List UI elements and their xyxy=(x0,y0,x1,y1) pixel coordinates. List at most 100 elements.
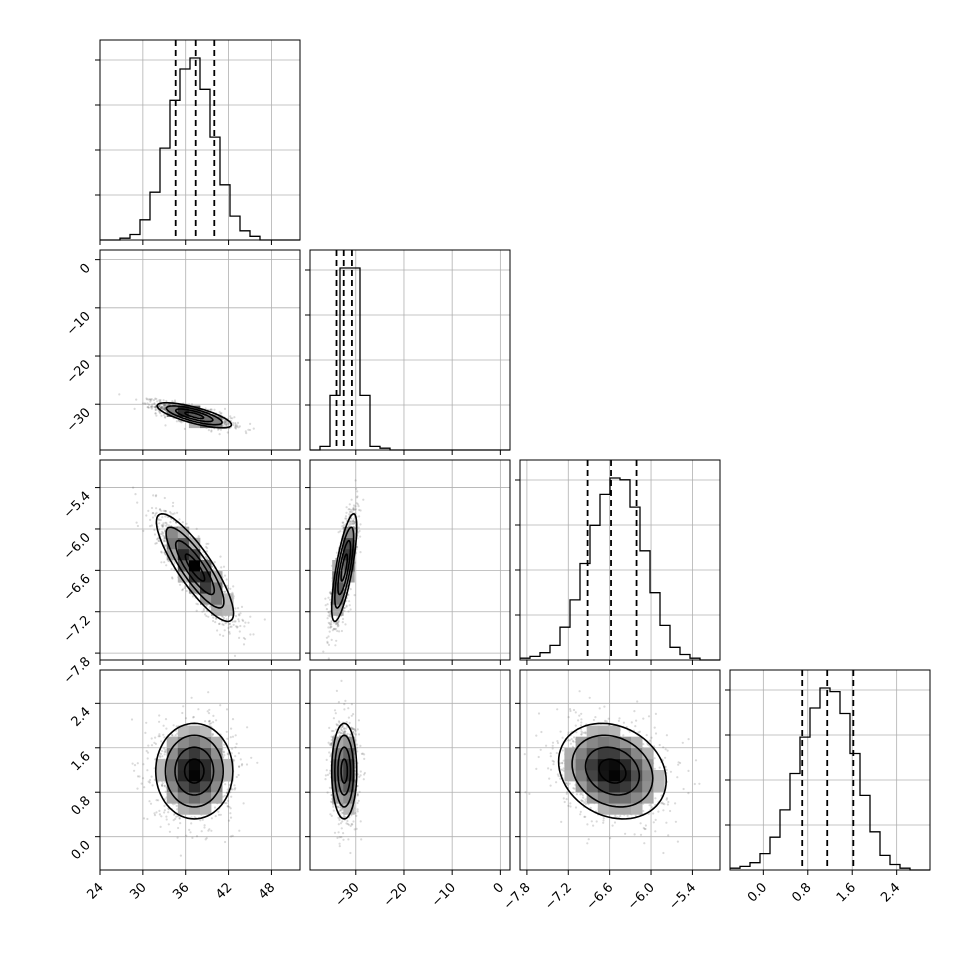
sample-point xyxy=(163,406,167,409)
sample-point xyxy=(148,398,151,401)
sample-point xyxy=(185,834,188,837)
sample-point xyxy=(154,406,157,409)
sample-point xyxy=(362,498,365,501)
sample-point xyxy=(238,630,241,633)
sample-point xyxy=(160,414,163,417)
sample-point xyxy=(237,613,240,616)
sample-point xyxy=(153,405,156,409)
sample-point xyxy=(226,788,229,791)
sample-point xyxy=(181,711,184,715)
sample-point xyxy=(169,403,172,406)
sample-point xyxy=(232,421,235,425)
sample-point xyxy=(147,406,150,409)
sample-point xyxy=(347,610,350,613)
sample-point xyxy=(207,615,210,618)
sample-point xyxy=(142,529,145,533)
sample-point xyxy=(157,735,160,738)
sample-point xyxy=(327,596,330,599)
sample-point xyxy=(163,561,166,564)
sample-point xyxy=(181,588,184,591)
sample-point xyxy=(234,423,237,426)
sample-point xyxy=(325,608,328,611)
sample-point xyxy=(147,780,150,783)
sample-point xyxy=(212,714,215,718)
sample-point xyxy=(232,585,235,588)
sample-point xyxy=(156,400,159,403)
sample-point xyxy=(160,407,164,410)
sample-point xyxy=(223,754,226,757)
panel-p4-p4 xyxy=(725,670,930,870)
sample-point xyxy=(164,521,167,524)
sample-point xyxy=(239,758,242,761)
sample-point xyxy=(149,400,152,403)
sample-point xyxy=(238,425,241,428)
sample-point xyxy=(338,630,341,633)
density-cell xyxy=(177,526,190,539)
sample-point xyxy=(235,425,239,428)
sample-point xyxy=(344,515,348,518)
sample-point xyxy=(227,819,231,822)
sample-point xyxy=(149,399,152,402)
sample-point xyxy=(160,407,163,410)
sample-point xyxy=(345,604,348,607)
sample-point xyxy=(154,736,157,739)
sample-point xyxy=(343,606,346,610)
sample-point xyxy=(190,403,194,406)
sample-point xyxy=(172,819,175,822)
sample-point xyxy=(349,608,352,611)
sample-point xyxy=(335,551,338,554)
sample-point xyxy=(163,404,167,407)
sample-point xyxy=(234,424,237,427)
sample-point xyxy=(197,535,200,538)
sample-point xyxy=(239,624,242,628)
sample-point xyxy=(212,619,215,623)
sample-point xyxy=(159,406,163,409)
sample-point xyxy=(225,618,228,621)
sample-point xyxy=(163,809,166,812)
sample-point xyxy=(344,623,347,626)
sample-point xyxy=(164,718,168,721)
sample-point xyxy=(348,604,351,607)
sample-point xyxy=(223,422,226,425)
sample-point xyxy=(153,402,156,405)
scatter-p1-p3 xyxy=(132,486,266,658)
sample-point xyxy=(159,533,162,536)
sample-point xyxy=(160,551,163,554)
sample-point xyxy=(149,406,152,409)
sample-point xyxy=(172,501,175,504)
sample-point xyxy=(165,818,168,821)
sample-point xyxy=(348,600,351,603)
sample-point xyxy=(134,493,137,496)
sample-point xyxy=(136,501,139,504)
sample-point xyxy=(328,615,332,618)
sample-point xyxy=(151,403,154,406)
sample-point xyxy=(236,626,239,629)
sample-point xyxy=(206,547,209,550)
sample-point xyxy=(335,639,338,642)
sample-point xyxy=(327,611,330,614)
sample-point xyxy=(168,830,171,833)
sample-point xyxy=(229,812,232,815)
sample-point xyxy=(212,616,215,619)
sample-point xyxy=(241,618,244,622)
sample-point xyxy=(149,518,152,522)
sample-point xyxy=(195,609,198,612)
sample-point xyxy=(163,784,166,787)
sample-point xyxy=(223,421,226,424)
sample-point xyxy=(334,627,338,631)
sample-point xyxy=(238,829,241,832)
sample-point xyxy=(245,432,248,435)
sample-point xyxy=(325,636,328,639)
sample-point xyxy=(150,524,153,527)
sample-point xyxy=(178,583,182,586)
sample-point xyxy=(237,426,240,429)
sample-point xyxy=(244,430,247,433)
sample-point xyxy=(352,508,356,511)
sample-point xyxy=(210,408,213,411)
sample-point xyxy=(350,520,353,523)
sample-point xyxy=(171,734,174,737)
sample-point xyxy=(256,761,259,764)
sample-point xyxy=(358,529,361,533)
sample-point xyxy=(150,506,154,510)
sample-point xyxy=(161,524,164,527)
